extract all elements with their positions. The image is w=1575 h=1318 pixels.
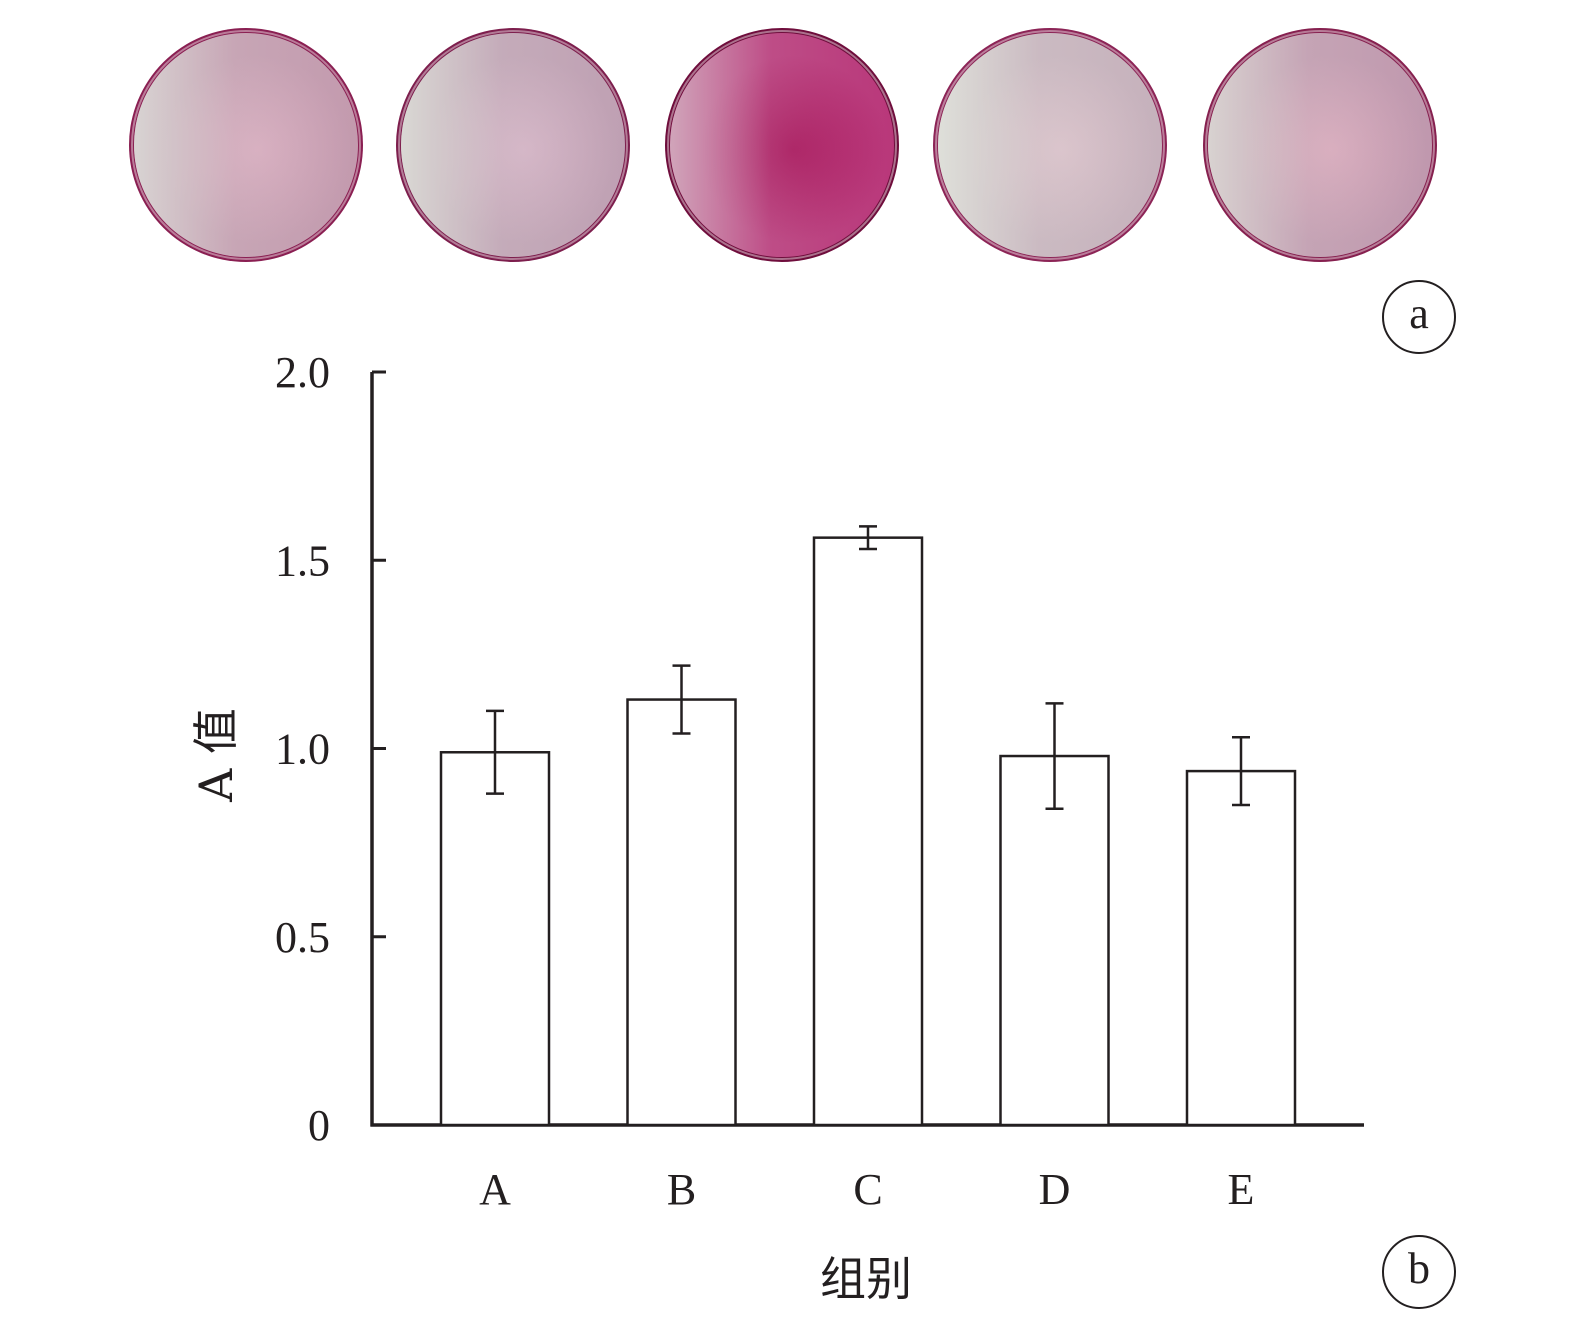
- bar-D: [999, 754, 1110, 1127]
- x-tick-label-E: E: [1228, 1165, 1255, 1214]
- culture-well-1: [129, 28, 363, 262]
- y-axis: [370, 370, 386, 1127]
- bar-E: [1185, 769, 1297, 1127]
- panel-b-label: b: [1382, 1235, 1456, 1309]
- x-axis-title: 组别: [820, 1252, 912, 1306]
- y-tick-label: 1.0: [275, 725, 330, 774]
- culture-well-4: [933, 28, 1167, 262]
- bar-chart: 0 0.5 1.0 1.5 2.0 A B C D E A 值 组别: [189, 348, 1364, 1306]
- bar-A: [439, 751, 551, 1127]
- x-tick-label-C: C: [853, 1165, 882, 1214]
- error-bars-group: [486, 525, 1250, 810]
- error-bar-C: [859, 525, 877, 551]
- culture-well-2: [396, 28, 630, 262]
- bar-C: [812, 536, 924, 1127]
- error-bar-E: [1232, 735, 1250, 807]
- x-tick-labels: A B C D E: [479, 1165, 1254, 1214]
- culture-well-3: [665, 28, 899, 262]
- y-axis-title: A 值: [189, 708, 243, 803]
- x-tick-label-B: B: [667, 1165, 696, 1214]
- panel-a-label: a: [1382, 280, 1456, 354]
- x-tick-label-D: D: [1039, 1165, 1071, 1214]
- well-plate-photo-strip: [129, 28, 1437, 262]
- error-bar-A: [486, 709, 504, 795]
- y-tick-label: 1.5: [275, 536, 330, 585]
- error-bar-B: [672, 664, 691, 735]
- y-tick-labels: 0 0.5 1.0 1.5 2.0: [275, 348, 330, 1150]
- y-tick-label: 0: [308, 1101, 330, 1150]
- culture-well-5: [1203, 28, 1437, 262]
- bar-B: [626, 698, 737, 1127]
- y-tick-label: 0.5: [275, 913, 330, 962]
- error-bar-D: [1045, 702, 1064, 810]
- x-tick-label-A: A: [479, 1165, 511, 1214]
- y-tick-label: 2.0: [275, 348, 330, 397]
- bars-group: [439, 536, 1297, 1127]
